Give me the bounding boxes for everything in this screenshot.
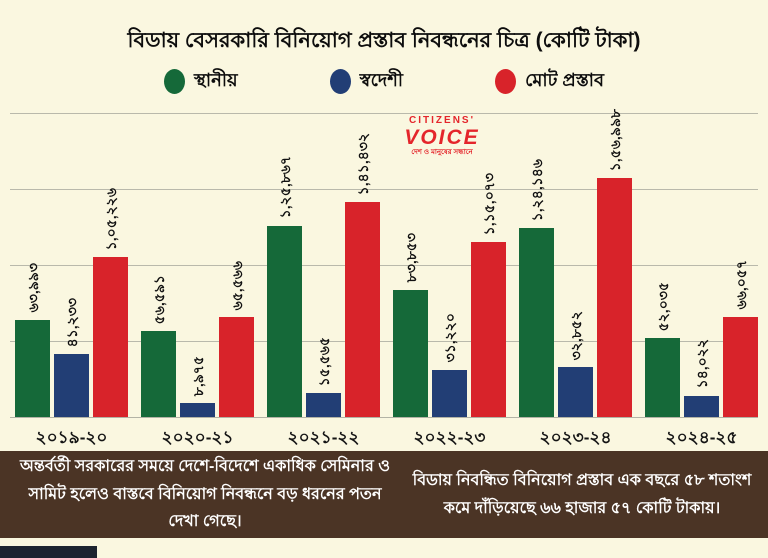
bar-series0-3: ৮৩,৮৫৩ [393,233,428,417]
x-axis-label-5: ২০২৪-২৫ [665,428,738,447]
plot-area: ৬৩,৯৯৩ ৪১,২৩৩ ১,০৫,২২৬ ৫৬,৫৯১ ৮,৯৭৫ ৬৫,৫৬৬ ১,২… [10,109,758,418]
x-axis-label-1: ২০২০-২১ [161,428,234,447]
bar-group-4: ১,২৪,১৪৬ ৩২,৮৫২ ১,৫৬,৯৯৮ [519,109,632,417]
bar-value-label: ৬৩,৯৯৩ [24,263,41,313]
legend: স্থানীয় স্বদেশী মোট প্রস্তাব [0,66,768,97]
chart-title: বিডায় বেসরকারি বিনিয়োগ প্রস্তাব নিবন্ধ… [127,29,641,52]
legend-item-0: স্থানীয় [163,66,238,97]
bar-series2-3: ১,১৫,০৭৩ [471,173,506,417]
bar-value-label: ১,১৫,০৭৩ [480,172,497,236]
bar-value-label: ৩১,২২০ [441,313,458,363]
bar-value-label: ১৫,৫৬৫ [315,337,332,387]
bar-series0-0: ৬৩,৯৯৩ [15,263,50,417]
x-axis-label-4: ২০২৩-২৪ [539,428,612,447]
bar-value-label: ৪১,২৩৩ [63,297,80,348]
bar-series2-2: ১,৪১,৪৩২ [345,133,380,417]
bar-groups: ৬৩,৯৯৩ ৪১,২৩৩ ১,০৫,২২৬ ৫৬,৫৯১ ৮,৯৭৫ ৬৫,৫৬৬ ১,২… [15,109,758,417]
bar-series0-4: ১,২৪,১৪৬ [519,159,554,417]
footer-strip [0,546,97,558]
legend-label: স্বদেশী [359,70,404,90]
bar-value-label: ৮৩,৮৫৩ [402,233,419,283]
bar-series1-1: ৮,৯৭৫ [180,356,215,417]
bar-series2-1: ৬৫,৫৬৬ [219,261,254,417]
bar-group-3: ৮৩,৮৫৩ ৩১,২২০ ১,১৫,০৭৩ [393,113,506,417]
bar-value-label: ১,৫৬,৯৯৮ [606,109,623,172]
legend-dot-icon [329,69,351,94]
bar-series1-0: ৪১,২৩৩ [54,298,89,417]
bar-value-label: ৬৫,৫৬৬ [228,260,245,311]
legend-item-1: স্বদেশী [329,66,404,97]
bar-series0-1: ৫৬,৫৯১ [141,275,176,417]
legend-dot-icon [495,69,517,94]
bar-value-label: ১,২৫,৮৬৭ [276,156,293,219]
legend-label: স্থানীয় [193,70,238,90]
legend-dot-icon [163,69,185,94]
bar-series2-5: ৬৬,০৫৭ [723,260,758,417]
logo-text-top: CITIZENS' [409,115,475,126]
gridline [10,341,758,342]
bar-value-label: ৫২,০৩৫ [654,281,671,331]
bar-group-2: ১,২৫,৮৬৭ ১৫,৫৬৫ ১,৪১,৪৩২ [267,113,380,417]
bar-series0-2: ১,২৫,৮৬৭ [267,156,302,417]
bar-group-0: ৬৩,৯৯৩ ৪১,২৩৩ ১,০৫,২২৬ [15,113,128,417]
bar-series1-3: ৩১,২২০ [432,313,467,417]
legend-item-2: মোট প্রস্তাব [495,66,604,97]
bar-value-label: ৩২,৮৫২ [567,310,584,361]
caption-left: অন্তর্বর্তী সরকারের সময়ে দেশে-বিদেশে এক… [20,458,390,531]
bar-value-label: ১,৪১,৪৩২ [354,132,371,196]
bar-value-label: ১,২৪,১৪৬ [528,158,545,222]
legend-label: মোট প্রস্তাব [525,70,605,90]
bar-series0-5: ৫২,০৩৫ [645,282,680,417]
logo-tagline: দেশ ও মানুষের সন্ধানে [411,148,473,156]
gridline [10,189,758,190]
bar-value-label: ১,০৫,২২৬ [102,187,119,251]
bar-value-label: ৮,৯৭৫ [189,356,206,397]
bar-series1-4: ৩২,৮৫২ [558,311,593,417]
x-axis-label-0: ২০১৯-২০ [35,428,108,447]
bar-series1-5: ১৪,০২২ [684,339,719,417]
bar-series2-0: ১,০৫,২২৬ [93,188,128,417]
x-axis-label-3: ২০২২-২৩ [413,428,486,447]
logo-text-main: VOICE [404,125,480,149]
citizens-voice-logo: CITIZENS' VOICE দেশ ও মানুষের সন্ধানে [388,115,496,156]
bar-group-5: ৫২,০৩৫ ১৪,০২২ ৬৬,০৫৭ [645,113,758,417]
x-axis-label-2: ২০২১-২২ [287,428,360,447]
bar-series2-4: ১,৫৬,৯৯৮ [597,109,632,417]
bar-group-1: ৫৬,৫৯১ ৮,৯৭৫ ৬৫,৫৬৬ [141,113,254,417]
gridline [10,113,758,114]
caption-right: বিডায় নিবন্ধিত বিনিয়োগ প্রস্তাব এক বছর… [412,471,752,517]
caption-band: অন্তর্বর্তী সরকারের সময়ে দেশে-বিদেশে এক… [0,451,768,538]
bar-value-label: ১৪,০২২ [693,339,710,389]
gridline [10,265,758,266]
bar-value-label: ৬৬,০৫৭ [732,260,749,310]
bar-value-label: ৫৬,৫৯১ [150,274,167,324]
x-axis-labels: ২০১৯-২০ ২০২০-২১ ২০২১-২২ ২০২২-২৩ ২০২৩-২৪ ২০২৪-… [15,425,758,453]
bar-series1-2: ১৫,৫৬৫ [306,337,341,417]
